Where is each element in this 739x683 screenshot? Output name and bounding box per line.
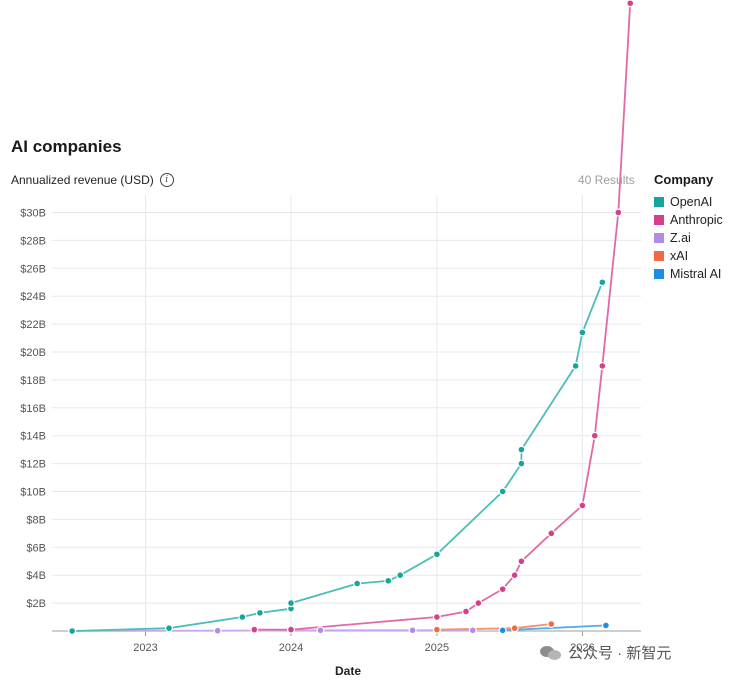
legend-items: OpenAI Anthropic Z.ai xAI Mistral AI bbox=[654, 193, 723, 283]
legend-label: Anthropic bbox=[670, 213, 723, 227]
series-layer bbox=[68, 0, 635, 635]
legend-item[interactable]: Z.ai bbox=[654, 229, 723, 247]
legend-label: Mistral AI bbox=[670, 267, 722, 281]
data-point-anthropic bbox=[461, 607, 470, 616]
legend-swatch bbox=[654, 233, 664, 243]
legend-item[interactable]: xAI bbox=[654, 247, 723, 265]
info-icon[interactable]: i bbox=[159, 173, 174, 187]
chart-title: AI companies bbox=[11, 137, 122, 156]
data-point-anthropic bbox=[474, 599, 483, 608]
data-point-anthropic bbox=[498, 585, 507, 594]
data-point-anthropic bbox=[626, 0, 635, 8]
data-point-z-ai bbox=[468, 626, 477, 635]
y-tick-label: $26B bbox=[20, 263, 46, 275]
results-count: 40 Results bbox=[578, 173, 635, 187]
legend-label: xAI bbox=[670, 249, 689, 263]
wechat-icon bbox=[540, 644, 562, 662]
data-point-openai bbox=[384, 576, 393, 585]
data-point-xai bbox=[432, 625, 441, 634]
data-point-openai bbox=[396, 571, 405, 580]
data-point-anthropic bbox=[590, 431, 599, 440]
data-point-anthropic bbox=[250, 625, 259, 634]
data-point-openai bbox=[238, 613, 247, 622]
data-point-openai bbox=[287, 599, 296, 608]
data-point-openai bbox=[517, 459, 526, 468]
data-point-openai bbox=[598, 278, 607, 287]
y-tick-label: $18B bbox=[20, 375, 46, 387]
y-tick-label: $24B bbox=[20, 291, 46, 303]
data-point-openai bbox=[498, 487, 507, 496]
data-point-z-ai bbox=[408, 626, 417, 635]
series-line-mistral-ai bbox=[502, 624, 606, 632]
data-point-openai bbox=[432, 550, 441, 559]
legend-item[interactable]: Anthropic bbox=[654, 211, 723, 229]
legend-swatch bbox=[654, 269, 664, 279]
y-tick-label: $10B bbox=[20, 487, 46, 499]
y-tick-label: $30B bbox=[20, 208, 46, 220]
data-point-mistral-ai bbox=[601, 621, 610, 630]
y-tick-label: $16B bbox=[20, 403, 46, 415]
data-point-openai bbox=[255, 608, 264, 617]
legend-title: Company bbox=[654, 172, 714, 187]
y-tick-label: $2B bbox=[26, 598, 46, 610]
data-point-z-ai bbox=[316, 626, 325, 635]
x-tick-label: 2026 bbox=[570, 642, 594, 654]
y-tick-label: $20B bbox=[20, 347, 46, 359]
watermark: 公众号 · 新智元 bbox=[540, 642, 671, 663]
data-point-mistral-ai bbox=[498, 626, 507, 635]
data-point-openai bbox=[353, 579, 362, 588]
data-point-anthropic bbox=[432, 613, 441, 622]
data-point-openai bbox=[517, 445, 526, 454]
data-point-openai bbox=[571, 361, 580, 370]
data-point-anthropic bbox=[578, 501, 587, 510]
data-point-openai bbox=[578, 328, 587, 337]
y-tick-label: $28B bbox=[20, 235, 46, 247]
data-point-anthropic bbox=[598, 361, 607, 370]
y-tick-label: $12B bbox=[20, 459, 46, 471]
legend-swatch bbox=[654, 251, 664, 261]
data-point-anthropic bbox=[517, 557, 526, 566]
legend-swatch bbox=[654, 215, 664, 225]
watermark-text: 公众号 · 新智元 bbox=[568, 645, 672, 662]
y-tick-label: $4B bbox=[26, 570, 46, 582]
legend-item[interactable]: Mistral AI bbox=[654, 265, 723, 283]
data-point-xai bbox=[547, 620, 556, 629]
y-tick-label: $8B bbox=[26, 514, 46, 526]
data-point-anthropic bbox=[510, 571, 519, 580]
data-point-openai bbox=[68, 626, 77, 635]
series-line-anthropic bbox=[254, 3, 632, 631]
y-axis-label: Annualized revenue (USD) bbox=[11, 173, 154, 187]
legend-swatch bbox=[654, 197, 664, 207]
y-tick-label: $22B bbox=[20, 319, 46, 331]
data-point-anthropic bbox=[287, 625, 296, 634]
legend: Company OpenAI Anthropic Z.ai xAI Mistral AI bbox=[654, 172, 723, 283]
data-point-z-ai bbox=[213, 626, 222, 635]
x-axis-title: Date bbox=[335, 664, 361, 678]
y-tick-label: $14B bbox=[20, 431, 46, 443]
y-tick-label: $6B bbox=[26, 542, 46, 554]
data-point-xai bbox=[510, 624, 519, 633]
legend-item[interactable]: OpenAI bbox=[654, 193, 723, 211]
legend-label: Z.ai bbox=[670, 231, 691, 245]
series-line-openai bbox=[72, 281, 604, 632]
data-point-anthropic bbox=[614, 208, 623, 217]
data-point-anthropic bbox=[547, 529, 556, 538]
x-tick-label: 2024 bbox=[279, 642, 303, 654]
x-tick-label: 2023 bbox=[133, 642, 157, 654]
data-point-openai bbox=[165, 624, 174, 633]
y-axis-title: Annualized revenue (USD) i bbox=[11, 173, 174, 187]
x-tick-label: 2025 bbox=[425, 642, 449, 654]
legend-label: OpenAI bbox=[670, 195, 713, 209]
